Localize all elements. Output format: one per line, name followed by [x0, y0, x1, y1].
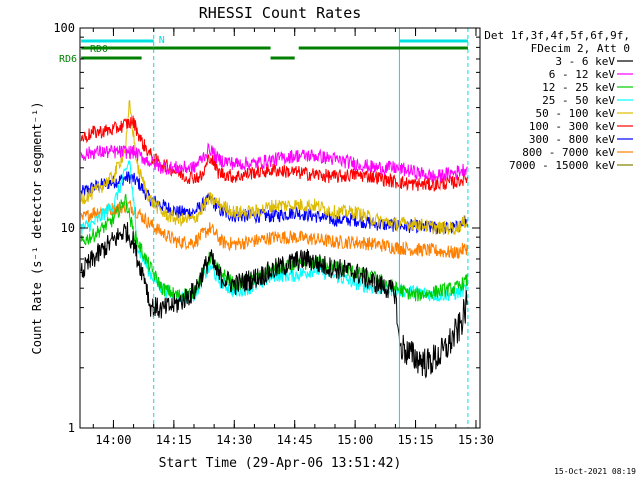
- legend-label-300-800-kev: 300 - 800 keV: [529, 133, 615, 146]
- series-3-6-kev: [80, 222, 468, 379]
- series-6-12-kev: [80, 142, 468, 183]
- legend-header-line: Det 1f,3f,4f,5f,6f,9f,: [484, 29, 630, 42]
- legend-label-6-12-kev: 6 - 12 keV: [549, 68, 616, 81]
- legend-header-line: FDecim 2, Att 0: [531, 42, 630, 55]
- y-tick-label: 1: [68, 421, 75, 435]
- flag-label-rd6: RD6: [59, 54, 77, 65]
- axis-layer: 14:00 14:15 14:30 14:45 15:00 15:15 15:30 1 10 10…: [53, 21, 494, 447]
- x-tick-label: 15:00: [337, 433, 373, 447]
- flag-layer: N RD0 RD6: [59, 35, 468, 65]
- x-tick-label: 14:00: [95, 433, 131, 447]
- series-800-7000-kev: [80, 200, 468, 260]
- series-50-100-kev: [80, 99, 468, 235]
- x-tick-label: 14:15: [156, 433, 192, 447]
- legend-label-12-25-kev: 12 - 25 keV: [542, 81, 615, 94]
- flag-label-n: N: [159, 35, 165, 46]
- legend-label-7000-15000-kev: 7000 - 15000 keV: [509, 159, 615, 172]
- x-axis-label: Start Time (29-Apr-06 13:51:42): [159, 456, 402, 471]
- legend: Det 1f,3f,4f,5f,6f,9f,FDecim 2, Att 03 -…: [484, 29, 633, 172]
- x-tick-label: 15:30: [458, 433, 494, 447]
- y-axis-label: Count Rate (s⁻¹ detector segment⁻¹): [30, 102, 44, 355]
- x-tick-label: 14:45: [277, 433, 313, 447]
- legend-label-800-7000-kev: 800 - 7000 keV: [522, 146, 615, 159]
- series-12-25-kev: [80, 193, 468, 302]
- series-layer: [80, 99, 468, 379]
- y-tick-label: 100: [53, 21, 75, 35]
- chart-title: RHESSI Count Rates: [199, 4, 362, 22]
- legend-label-25-50-kev: 25 - 50 keV: [542, 94, 615, 107]
- series-100-300-kev: [80, 115, 468, 192]
- flag-label-rd0: RD0: [90, 44, 108, 55]
- series-300-800-kev: [80, 171, 468, 235]
- y-tick-label: 10: [61, 221, 75, 235]
- x-tick-label: 14:30: [216, 433, 252, 447]
- legend-label-3-6-kev: 3 - 6 keV: [555, 55, 615, 68]
- x-tick-label: 15:15: [397, 433, 433, 447]
- footer-timestamp: 15-Oct-2021 08:19: [554, 467, 636, 476]
- legend-label-50-100-kev: 50 - 100 keV: [536, 107, 616, 120]
- legend-label-100-300-kev: 100 - 300 keV: [529, 120, 615, 133]
